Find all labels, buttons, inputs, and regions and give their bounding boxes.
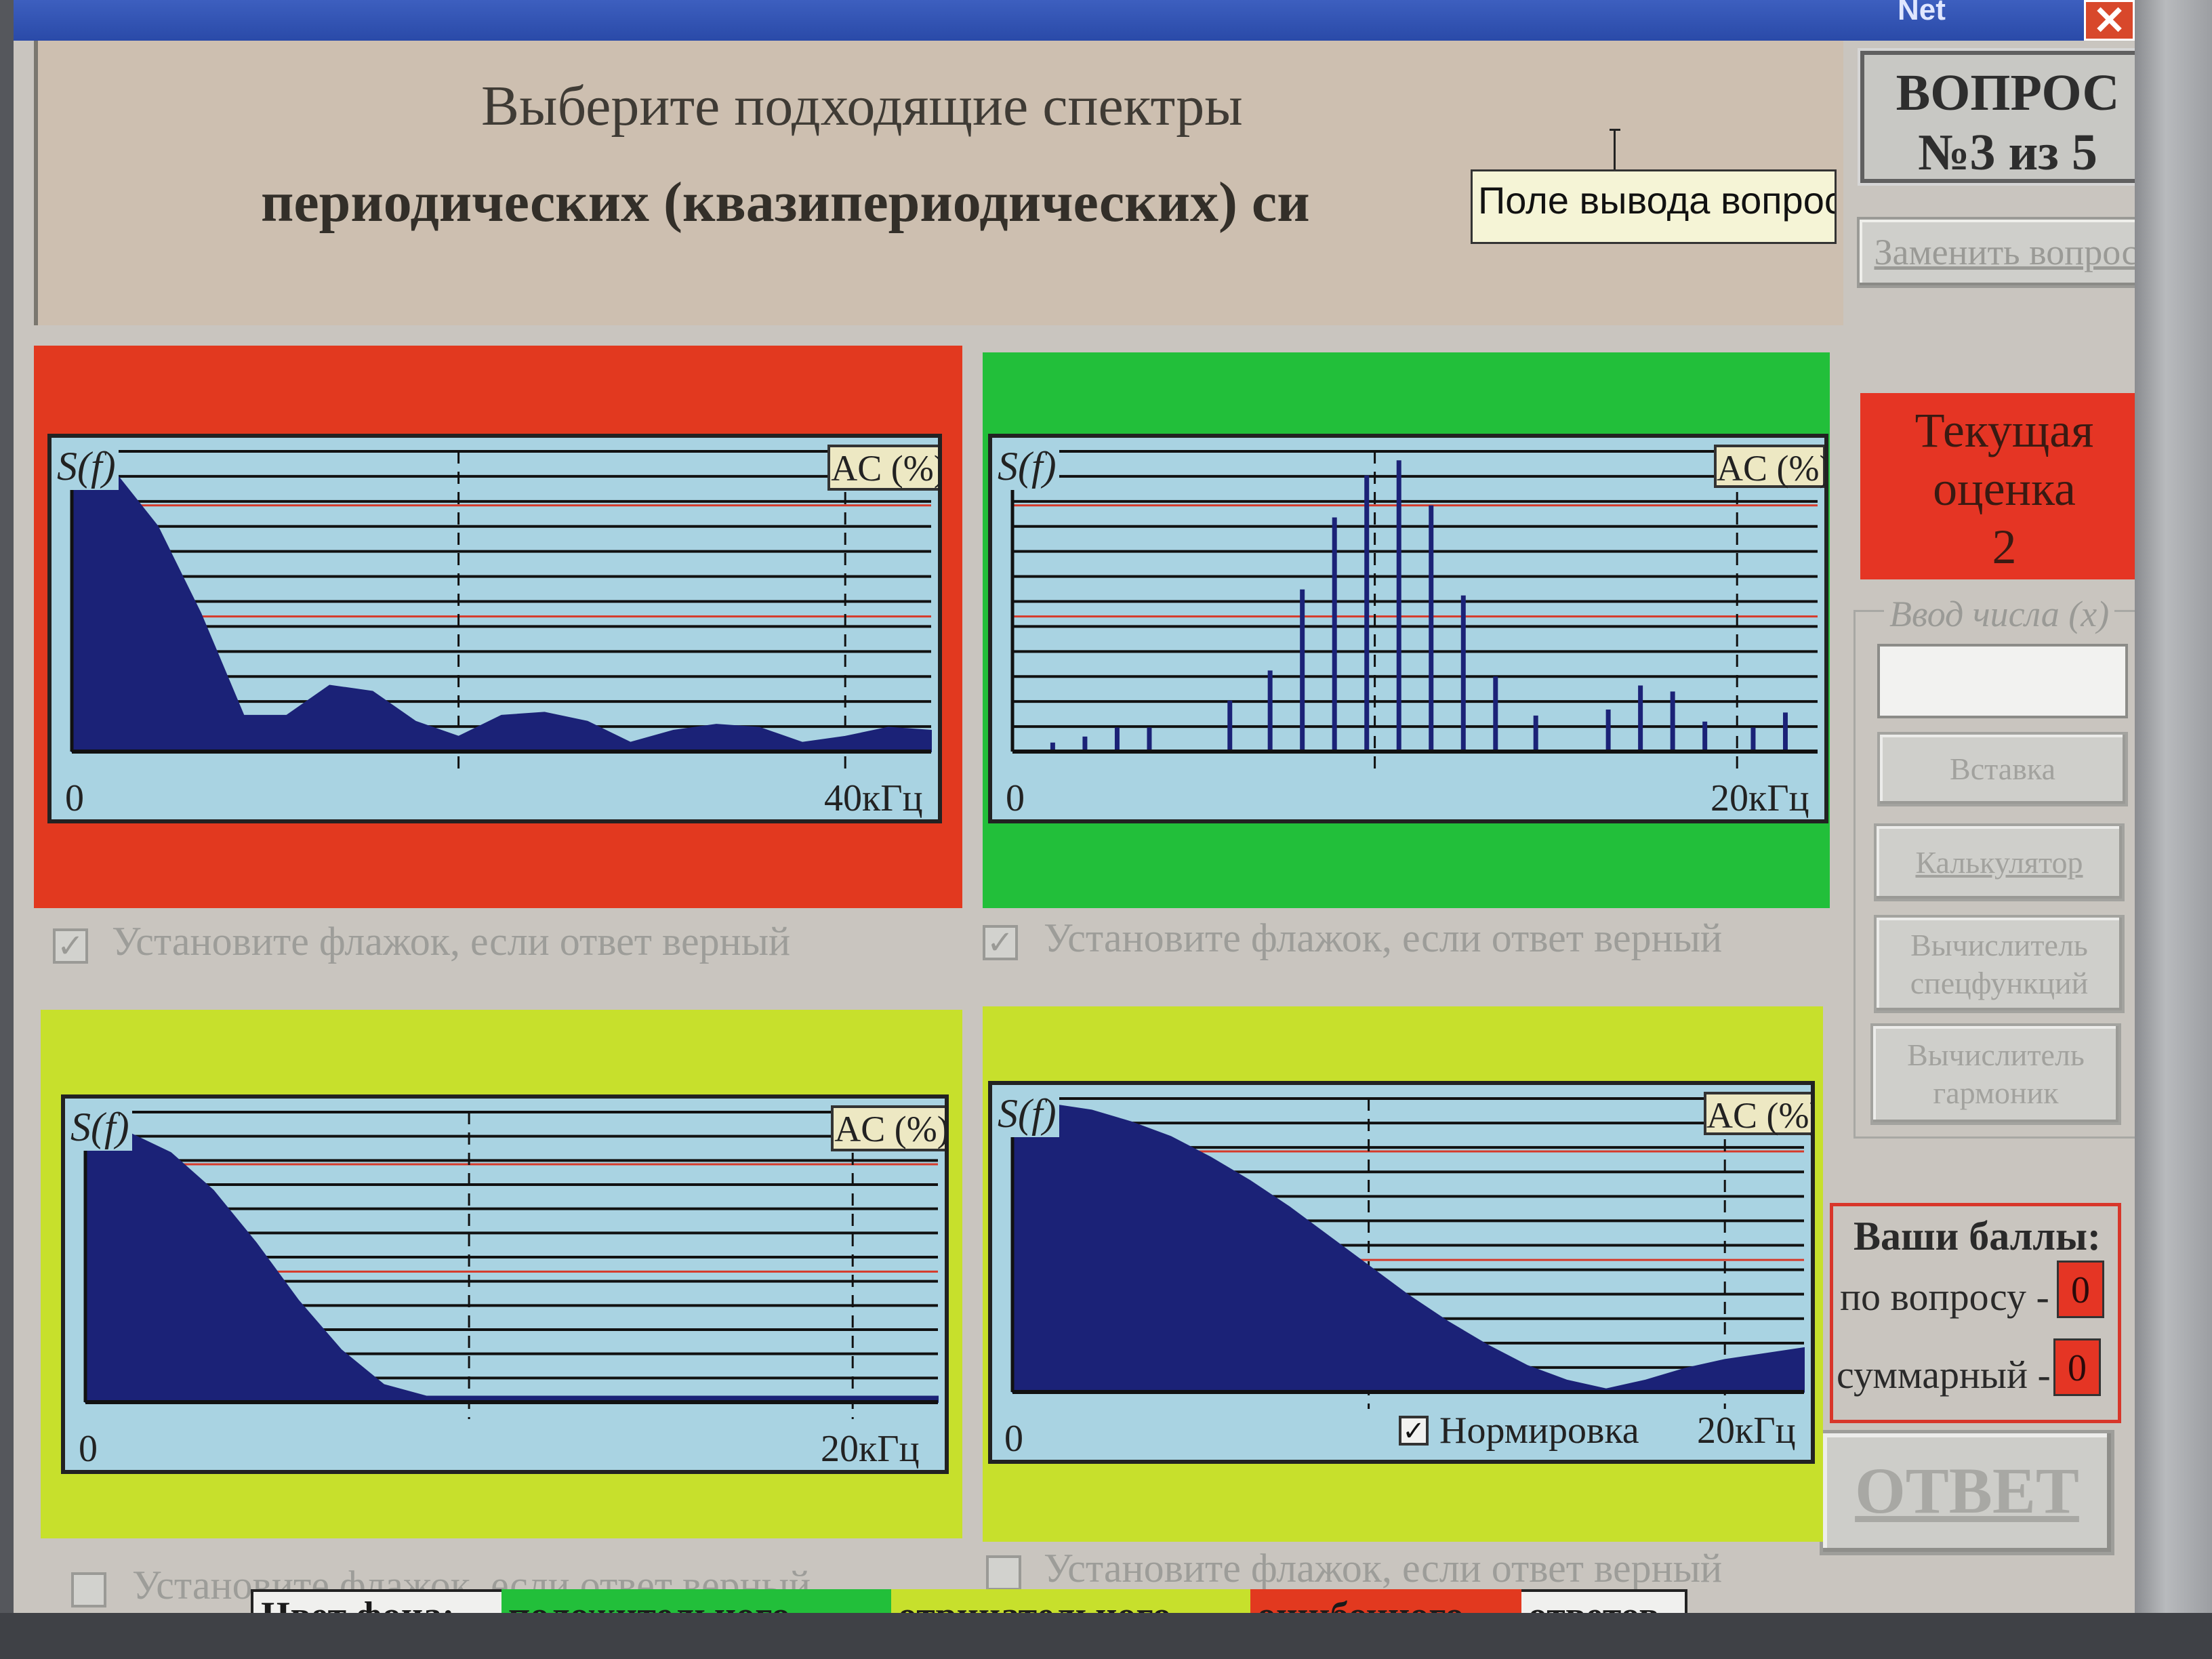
ac-percent-button[interactable]: AC (%) <box>831 1105 945 1151</box>
question-number-title: ВОПРОС <box>1896 64 2120 121</box>
ac-percent-button[interactable]: AC (%) <box>1714 445 1824 489</box>
correct-answer-checkbox-1[interactable]: ✓ <box>53 928 88 964</box>
spectrum-graph-2 <box>1010 450 1818 769</box>
spectrum-panel-1[interactable]: S(f) AC (%) 0 40кГц <box>34 346 962 908</box>
correct-answer-checkbox-2[interactable]: ✓ <box>983 925 1018 960</box>
current-grade-box: Текущая оценка 2 <box>1860 393 2135 579</box>
tooltip: Поле вывода вопроса <box>1471 169 1837 244</box>
normalization-label: Нормировка <box>1439 1410 1639 1452</box>
close-button[interactable]: ✕ <box>2084 0 2135 41</box>
x-tick-end: 20кГц <box>1697 1410 1796 1452</box>
score-question-label: по вопросу - <box>1840 1275 2049 1319</box>
spectrum-area <box>85 1122 939 1403</box>
number-input[interactable] <box>1877 644 2128 718</box>
y-axis-label: S(f) <box>54 443 119 490</box>
checkbox-label-4: Установите флажок, если ответ верный <box>1044 1546 1723 1591</box>
spectrum-graph-3 <box>83 1111 939 1419</box>
grade-value: 2 <box>1992 520 2017 574</box>
answer-button[interactable]: ОТВЕТ <box>1820 1430 2114 1555</box>
spectrum-panel-3[interactable]: S(f) AC (%) 0 20кГц <box>41 1010 962 1538</box>
y-axis-label: S(f) <box>68 1104 132 1151</box>
harmonics-calculator-button[interactable]: Вычислитель гармоник <box>1870 1023 2121 1125</box>
checkbox-label-1: Установите флажок, если ответ верный <box>112 919 791 964</box>
monitor-bezel <box>2135 0 2212 1659</box>
question-number-value: №3 из 5 <box>1918 124 2097 181</box>
spectrum-area <box>71 456 932 752</box>
window-title: Net <box>1898 0 1946 26</box>
grade-label-1: Текущая <box>1914 403 2094 457</box>
ac-percent-button[interactable]: AC (%) <box>827 445 938 491</box>
title-bar: Net ✕ <box>14 0 2135 41</box>
question-text-line2: периодических (квазипериодических) си <box>261 171 1310 234</box>
question-number-box: ВОПРОС №3 из 5 <box>1858 48 2135 186</box>
y-axis-label: S(f) <box>995 443 1059 490</box>
spectrum-panel-2[interactable]: S(f) AC (%) 0 20кГц <box>983 352 1830 908</box>
x-tick-start: 0 <box>79 1428 98 1470</box>
score-total-label: суммарный - <box>1837 1353 2051 1397</box>
spectrum-plot-3: S(f) AC (%) 0 20кГц <box>61 1094 949 1474</box>
x-tick-start: 0 <box>1004 1418 1023 1460</box>
x-tick-end: 20кГц <box>821 1428 920 1470</box>
checkbox-label-2: Установите флажок, если ответ верный <box>1044 916 1723 960</box>
x-tick-end: 40кГц <box>824 777 923 819</box>
insert-button[interactable]: Вставка <box>1877 732 2128 806</box>
score-title: Ваши баллы: <box>1853 1214 2101 1258</box>
ac-percent-button[interactable]: AC (%) <box>1704 1092 1811 1136</box>
x-tick-end: 20кГц <box>1711 777 1809 819</box>
score-total-value: 0 <box>2053 1338 2101 1396</box>
y-axis-label: S(f) <box>995 1090 1059 1137</box>
app-window: Net ✕ Выберите подходящие спектры период… <box>14 0 2135 1626</box>
normalization-checkbox[interactable]: ✓ <box>1399 1416 1429 1446</box>
spectrum-plot-2: S(f) AC (%) 0 20кГц <box>988 434 1828 823</box>
replace-question-button[interactable]: Заменить вопрос <box>1857 217 2135 288</box>
x-tick-start: 0 <box>1006 777 1025 819</box>
spectrum-graph-4 <box>1010 1097 1805 1409</box>
spectrum-plot-1: S(f) AC (%) 0 40кГц <box>47 434 942 823</box>
correct-answer-checkbox-3[interactable] <box>71 1572 106 1607</box>
correct-answer-checkbox-4[interactable] <box>986 1555 1021 1591</box>
x-tick-start: 0 <box>65 777 84 819</box>
grade-label-2: оценка <box>1933 462 2076 516</box>
question-text-line1: Выберите подходящие спектры <box>481 75 1243 138</box>
spectrum-panel-4[interactable]: S(f) AC (%) 0 ✓ Нормировка 20кГц <box>983 1006 1823 1542</box>
calculator-button[interactable]: Калькулятор <box>1874 823 2125 901</box>
spectrum-area <box>1012 1103 1805 1393</box>
spectrum-graph-1 <box>70 450 932 769</box>
monitor-bottom-bezel <box>0 1613 2212 1659</box>
number-input-legend: Ввод числа (x) <box>1884 593 2115 635</box>
special-functions-button[interactable]: Вычислитель спецфункций <box>1874 915 2125 1013</box>
spectrum-plot-4: S(f) AC (%) 0 ✓ Нормировка 20кГц <box>988 1081 1815 1464</box>
score-question-value: 0 <box>2057 1261 2104 1318</box>
